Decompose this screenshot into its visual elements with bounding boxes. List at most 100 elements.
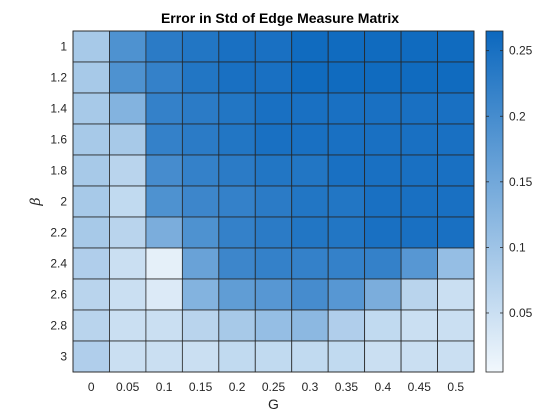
heatmap-cell-r5-c0 bbox=[73, 186, 109, 217]
heatmap-cell-r5-c9 bbox=[401, 186, 437, 217]
x-tick-label: 0.35 bbox=[335, 380, 359, 394]
heatmap-cell-r5-c2 bbox=[146, 186, 182, 217]
heatmap-cell-r1-c0 bbox=[73, 62, 109, 93]
y-tick-label: 1.2 bbox=[50, 71, 67, 85]
heatmap-cell-r2-c1 bbox=[109, 93, 145, 124]
heatmap-cell-r8-c0 bbox=[73, 279, 109, 310]
heatmap-cell-r10-c4 bbox=[219, 341, 255, 372]
y-tick-label: 1.8 bbox=[50, 164, 67, 178]
colorbar-tick-label: 0.25 bbox=[509, 44, 533, 58]
x-tick-label: 0.25 bbox=[262, 380, 286, 394]
heatmap-cell-r0-c10 bbox=[438, 31, 474, 62]
heatmap-cell-r1-c9 bbox=[401, 62, 437, 93]
x-tick-label: 0.5 bbox=[447, 380, 464, 394]
heatmap-cell-r4-c0 bbox=[73, 155, 109, 186]
y-tick-labels: 1 1.2 1.4 1.6 1.8 2 2.2 2.4 2.6 2.8 3 bbox=[50, 40, 67, 364]
heatmap-cell-r3-c9 bbox=[401, 124, 437, 155]
x-tick-label: 0.3 bbox=[302, 380, 319, 394]
heatmap-cell-r4-c5 bbox=[255, 155, 291, 186]
heatmap-cell-r6-c1 bbox=[109, 217, 145, 248]
y-tick-label: 1 bbox=[60, 40, 67, 54]
heatmap-cell-r6-c8 bbox=[365, 217, 401, 248]
heatmap-cell-r5-c1 bbox=[109, 186, 145, 217]
heatmap-cell-r8-c4 bbox=[219, 279, 255, 310]
heatmap-cell-r2-c6 bbox=[292, 93, 328, 124]
heatmap-cell-r1-c7 bbox=[328, 62, 364, 93]
heatmap-cell-r0-c2 bbox=[146, 31, 182, 62]
x-tick-label: 0.2 bbox=[229, 380, 246, 394]
heatmap-cell-r8-c6 bbox=[292, 279, 328, 310]
heatmap-cell-r0-c3 bbox=[182, 31, 218, 62]
heatmap-cell-r3-c6 bbox=[292, 124, 328, 155]
heatmap-cell-r4-c2 bbox=[146, 155, 182, 186]
heatmap-cell-r1-c3 bbox=[182, 62, 218, 93]
heatmap-cell-r10-c1 bbox=[109, 341, 145, 372]
heatmap-cell-r4-c9 bbox=[401, 155, 437, 186]
heatmap-cell-r9-c4 bbox=[219, 310, 255, 341]
heatmap-cell-r1-c1 bbox=[109, 62, 145, 93]
heatmap-cell-r6-c0 bbox=[73, 217, 109, 248]
heatmap-cell-r8-c2 bbox=[146, 279, 182, 310]
colorbar-tick-label: 0.15 bbox=[509, 175, 533, 189]
heatmap-cell-r4-c1 bbox=[109, 155, 145, 186]
y-tick-label: 2 bbox=[60, 195, 67, 209]
heatmap-cell-r3-c1 bbox=[109, 124, 145, 155]
heatmap-cell-r2-c9 bbox=[401, 93, 437, 124]
heatmap-cell-r9-c8 bbox=[365, 310, 401, 341]
heatmap-cell-r9-c0 bbox=[73, 310, 109, 341]
heatmap-cell-r2-c4 bbox=[219, 93, 255, 124]
heatmap-cell-r2-c0 bbox=[73, 93, 109, 124]
heatmap-cell-r0-c7 bbox=[328, 31, 364, 62]
heatmap-cell-r6-c10 bbox=[438, 217, 474, 248]
colorbar bbox=[486, 31, 503, 372]
heatmap-cell-r5-c8 bbox=[365, 186, 401, 217]
heatmap-cell-r4-c6 bbox=[292, 155, 328, 186]
y-tick-label: 3 bbox=[60, 350, 67, 364]
y-tick-label: 2.8 bbox=[50, 319, 67, 333]
heatmap-cell-r6-c3 bbox=[182, 217, 218, 248]
x-tick-label: 0.15 bbox=[189, 380, 213, 394]
heatmap-cell-r2-c7 bbox=[328, 93, 364, 124]
heatmap-cell-r7-c10 bbox=[438, 248, 474, 279]
heatmap-cell-r2-c3 bbox=[182, 93, 218, 124]
heatmap-cell-r7-c2 bbox=[146, 248, 182, 279]
heatmap-cell-r4-c7 bbox=[328, 155, 364, 186]
heatmap-cell-r6-c2 bbox=[146, 217, 182, 248]
heatmap-cell-r8-c3 bbox=[182, 279, 218, 310]
heatmap-cell-r0-c9 bbox=[401, 31, 437, 62]
heatmap-cell-r8-c1 bbox=[109, 279, 145, 310]
heatmap-cell-r10-c8 bbox=[365, 341, 401, 372]
heatmap-cell-r3-c7 bbox=[328, 124, 364, 155]
heatmap-cell-r3-c3 bbox=[182, 124, 218, 155]
heatmap-cell-r10-c10 bbox=[438, 341, 474, 372]
heatmap-cell-r10-c2 bbox=[146, 341, 182, 372]
heatmap-cell-r2-c2 bbox=[146, 93, 182, 124]
heatmap-cell-r0-c6 bbox=[292, 31, 328, 62]
heatmap-cell-r8-c9 bbox=[401, 279, 437, 310]
heatmap-cell-r6-c5 bbox=[255, 217, 291, 248]
heatmap-cell-r7-c9 bbox=[401, 248, 437, 279]
heatmap-cell-r9-c7 bbox=[328, 310, 364, 341]
y-tick-label: 2.4 bbox=[50, 257, 67, 271]
heatmap-cell-r1-c4 bbox=[219, 62, 255, 93]
heatmap-cell-r5-c10 bbox=[438, 186, 474, 217]
y-tick-label: 2.6 bbox=[50, 288, 67, 302]
heatmap-cell-r1-c6 bbox=[292, 62, 328, 93]
colorbar-tick-label: 0.2 bbox=[509, 109, 526, 123]
heatmap-cell-r3-c4 bbox=[219, 124, 255, 155]
heatmap-cell-r3-c8 bbox=[365, 124, 401, 155]
heatmap-cell-r10-c0 bbox=[73, 341, 109, 372]
heatmap-cell-r6-c4 bbox=[219, 217, 255, 248]
heatmap-cell-r9-c5 bbox=[255, 310, 291, 341]
heatmap-cell-r10-c5 bbox=[255, 341, 291, 372]
heatmap-cell-r6-c7 bbox=[328, 217, 364, 248]
heatmap-cell-r1-c5 bbox=[255, 62, 291, 93]
heatmap-cell-r7-c8 bbox=[365, 248, 401, 279]
heatmap-cell-r0-c5 bbox=[255, 31, 291, 62]
heatmap-cell-r7-c1 bbox=[109, 248, 145, 279]
heatmap-cell-r9-c2 bbox=[146, 310, 182, 341]
heatmap-cell-r2-c8 bbox=[365, 93, 401, 124]
heatmap-cell-r7-c7 bbox=[328, 248, 364, 279]
heatmap-cell-r9-c10 bbox=[438, 310, 474, 341]
